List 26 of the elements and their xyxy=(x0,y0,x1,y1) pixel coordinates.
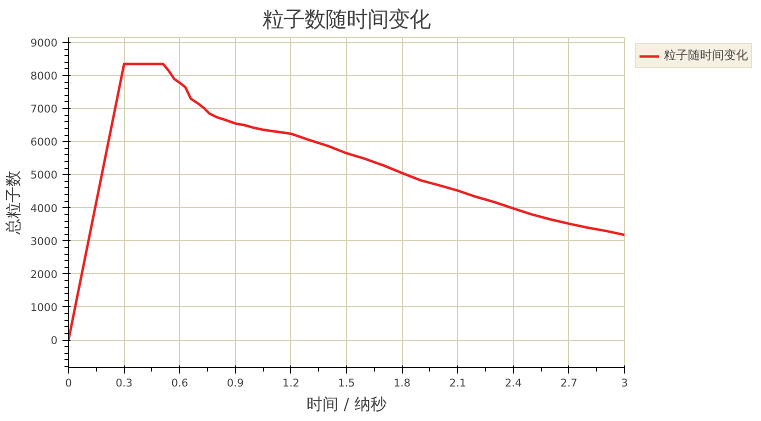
x-tick-label: 3 xyxy=(621,376,628,390)
legend-label: 粒子随时间变化 xyxy=(664,47,748,64)
x-axis-title: 时间 / 纳秒 xyxy=(306,394,386,414)
line-series xyxy=(68,62,624,342)
x-tick-label: 1.5 xyxy=(338,376,355,390)
y-tick-label: 2000 xyxy=(30,268,58,281)
x-tick-label: 0.9 xyxy=(226,376,244,390)
y-tick-label: 8000 xyxy=(30,70,58,83)
x-tick-label: 2.7 xyxy=(560,376,578,390)
x-tick-label: 0.6 xyxy=(171,376,188,390)
y-tick-label: 3000 xyxy=(30,234,58,248)
y-axis-title: 总粒子数 xyxy=(3,170,22,236)
y-tick-label: 7000 xyxy=(30,102,58,116)
chart-title: 粒子数随时间变化 xyxy=(262,8,430,32)
x-tick-label: 0.3 xyxy=(116,376,133,390)
x-tick-label: 0 xyxy=(65,376,72,390)
x-tick-label: 2.4 xyxy=(504,376,522,390)
x-tick-label: 1.2 xyxy=(282,376,300,390)
y-tick-label: 5000 xyxy=(30,168,58,182)
y-tick-label: 6000 xyxy=(30,136,58,149)
y-tick-label: 9000 xyxy=(30,36,58,50)
y-tick-label: 1000 xyxy=(30,300,58,314)
y-tick-label: 0 xyxy=(50,334,58,348)
y-tick-label: 4000 xyxy=(30,202,58,215)
x-tick-label: 2.1 xyxy=(449,376,466,390)
x-tick-label: 1.8 xyxy=(394,376,411,390)
